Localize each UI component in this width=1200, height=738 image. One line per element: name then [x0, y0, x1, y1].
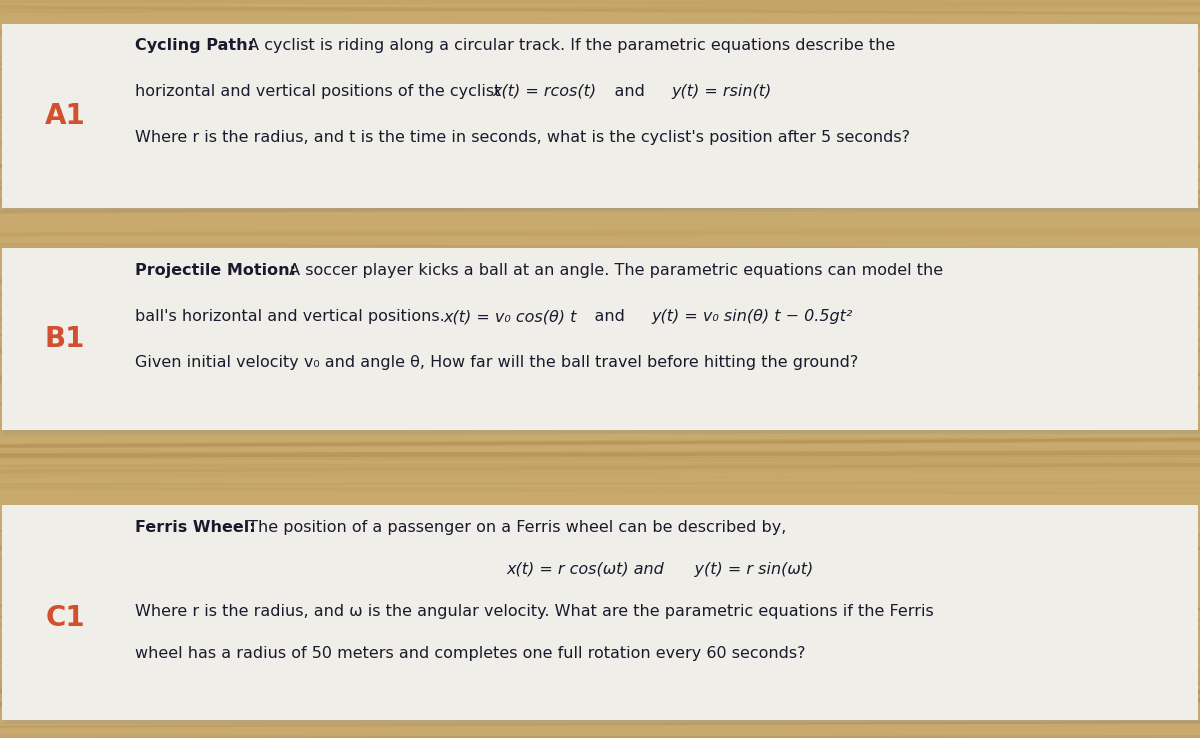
Text: Ferris Wheel:: Ferris Wheel:	[134, 520, 256, 535]
Text: The position of a passenger on a Ferris wheel can be described by,: The position of a passenger on a Ferris …	[242, 520, 786, 535]
Text: A1: A1	[44, 102, 85, 130]
Text: Projectile Motion:: Projectile Motion:	[134, 263, 296, 278]
Bar	[4, 430, 1200, 434]
Text: Cycling Path:: Cycling Path:	[134, 38, 254, 53]
Text: A cyclist is riding along a circular track. If the parametric equations describe: A cyclist is riding along a circular tra…	[242, 38, 895, 53]
Text: y(t) = rsin(t): y(t) = rsin(t)	[671, 84, 772, 99]
Text: wheel has a radius of 50 meters and completes one full rotation every 60 seconds: wheel has a radius of 50 meters and comp…	[134, 646, 805, 661]
Bar	[2, 24, 1198, 208]
Text: y(t) = v₀ sin(θ) t − 0.5gt²: y(t) = v₀ sin(θ) t − 0.5gt²	[652, 309, 852, 324]
Bar	[2, 248, 1198, 430]
Text: Where r is the radius, and ω is the angular velocity. What are the parametric eq: Where r is the radius, and ω is the angu…	[134, 604, 934, 619]
Text: and: and	[594, 84, 666, 99]
Text: Where r is the radius, and t is the time in seconds, what is the cyclist's posit: Where r is the radius, and t is the time…	[134, 130, 910, 145]
Text: horizontal and vertical positions of the cyclist: horizontal and vertical positions of the…	[134, 84, 516, 99]
Text: A soccer player kicks a ball at an angle. The parametric equations can model the: A soccer player kicks a ball at an angle…	[284, 263, 943, 278]
Text: B1: B1	[44, 325, 85, 353]
Bar	[4, 720, 1200, 724]
Bar	[4, 208, 1200, 212]
Text: Given initial velocity v₀ and angle θ, How far will the ball travel before hitti: Given initial velocity v₀ and angle θ, H…	[134, 355, 858, 370]
Text: and: and	[574, 309, 646, 324]
Text: C1: C1	[46, 604, 85, 632]
Text: x(t) = r cos(ωt) and      y(t) = r sin(ωt): x(t) = r cos(ωt) and y(t) = r sin(ωt)	[506, 562, 814, 577]
Text: ball's horizontal and vertical positions.: ball's horizontal and vertical positions…	[134, 309, 460, 324]
Text: x(t) = v₀ cos(θ) t: x(t) = v₀ cos(θ) t	[444, 309, 577, 324]
Text: x(t) = rcos(t): x(t) = rcos(t)	[493, 84, 596, 99]
Bar	[2, 505, 1198, 720]
